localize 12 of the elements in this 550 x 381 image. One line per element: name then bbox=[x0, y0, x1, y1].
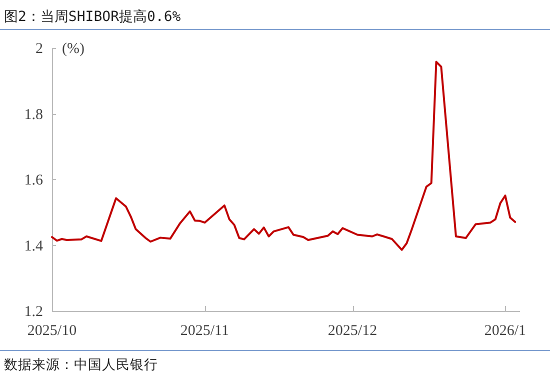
y-tick-label: 1.6 bbox=[24, 172, 44, 188]
x-tick-label: 2026/1 bbox=[484, 323, 526, 339]
chart-title: 图2：当周SHIBOR提高0.6% bbox=[4, 9, 182, 25]
y-axis-title: (%) bbox=[62, 41, 84, 57]
x-tick-label: 2025/10 bbox=[27, 323, 77, 339]
y-tick-label: 1.4 bbox=[24, 238, 44, 254]
x-tick-label: 2025/12 bbox=[328, 323, 378, 339]
source-note: 数据来源：中国人民银行 bbox=[4, 357, 158, 373]
x-tick-label: 2025/11 bbox=[180, 323, 230, 339]
y-tick-label: 1.8 bbox=[24, 106, 43, 123]
y-tick-label: 2 bbox=[36, 41, 43, 57]
y-tick-label: 1.2 bbox=[24, 304, 43, 320]
